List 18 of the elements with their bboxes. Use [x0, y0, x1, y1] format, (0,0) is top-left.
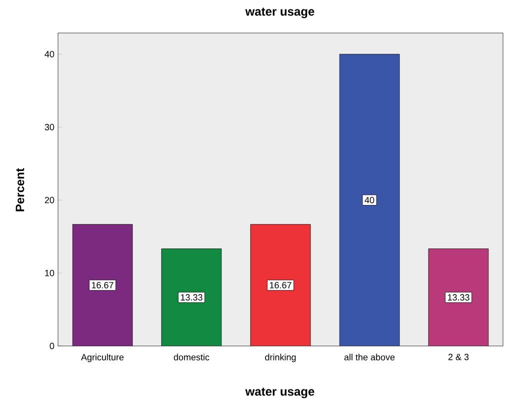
chart-title: water usage: [245, 8, 314, 18]
data-label: 16.67: [270, 282, 292, 288]
x-tick-label: all the above: [344, 354, 395, 360]
data-label: 13.33: [180, 294, 202, 301]
y-axis-title: Percent: [16, 168, 24, 212]
y-tick-label: 30: [44, 124, 54, 130]
y-tick-label: 0: [50, 342, 54, 350]
x-tick-label: 2 & 3: [448, 354, 469, 360]
x-axis-title: water usage: [245, 388, 314, 398]
data-label: 40: [364, 196, 374, 204]
x-tick-label: drinking: [265, 354, 296, 362]
y-tick-label: 40: [44, 50, 54, 58]
y-tick-label: 10: [45, 270, 54, 276]
x-tick-label: Agriculture: [81, 354, 124, 362]
data-label: 16.67: [92, 282, 114, 288]
y-tick-label: 20: [44, 196, 54, 204]
x-tick-label: domestic: [174, 354, 210, 360]
data-label: 13.33: [448, 294, 470, 301]
